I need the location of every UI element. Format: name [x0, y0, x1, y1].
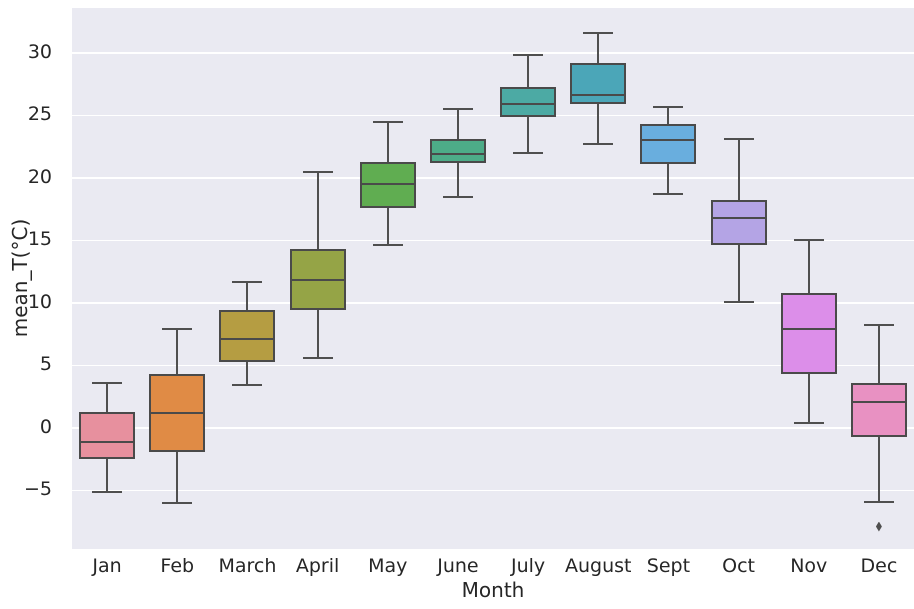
gridline: [72, 364, 914, 367]
x-tick-label: May: [368, 555, 408, 577]
median-line: [149, 411, 206, 414]
x-axis-tick-labels: Jan Feb March April May June July August Sept Oct…: [72, 549, 914, 583]
outlier-point: [875, 521, 882, 532]
whisker-cap-bottom: [653, 193, 684, 196]
box: [780, 292, 837, 375]
whisker-cap-top: [583, 31, 614, 34]
gridline: [72, 302, 914, 304]
x-tick-label: Nov: [790, 555, 828, 577]
gridline: [72, 489, 914, 492]
x-axis-label: Month: [461, 578, 525, 602]
whisker-cap-bottom: [162, 501, 193, 504]
median-line: [289, 279, 346, 282]
box: [710, 200, 767, 246]
whisker-cap-top: [302, 170, 333, 173]
whisker-cap-top: [513, 54, 544, 57]
x-tick-label: March: [218, 555, 277, 577]
box: [640, 124, 697, 165]
whisker-cap-bottom: [863, 500, 894, 503]
box: [429, 139, 486, 163]
y-axis-label: mean_T(°C): [8, 218, 32, 338]
gridline: [72, 114, 914, 117]
whisker-cap-bottom: [723, 300, 754, 303]
x-tick-label: Dec: [860, 555, 898, 577]
box: [570, 62, 627, 105]
median-line: [429, 153, 486, 156]
whisker-cap-top: [372, 120, 403, 123]
x-tick-label: July: [510, 555, 546, 577]
box: [79, 411, 136, 460]
x-tick-label: Feb: [160, 555, 195, 577]
whisker-cap-bottom: [442, 195, 473, 198]
box: [219, 310, 276, 362]
whisker-cap-top: [863, 324, 894, 327]
y-tick-label: 20: [27, 166, 52, 189]
whisker-cap-bottom: [92, 490, 123, 493]
y-tick-label: 30: [27, 41, 52, 64]
x-tick-label: Sept: [646, 555, 691, 577]
x-tick-label: Jan: [92, 555, 122, 577]
y-axis-tick-labels: −5 0 5 10 15 20 25 30: [0, 8, 62, 549]
median-line: [570, 94, 627, 97]
median-line: [780, 328, 837, 331]
whisker-cap-top: [92, 381, 123, 384]
whisker-cap-bottom: [302, 356, 333, 359]
x-tick-label: Oct: [722, 555, 756, 577]
x-tick-label: April: [295, 555, 340, 577]
whisker-cap-top: [653, 105, 684, 108]
whisker-cap-bottom: [583, 143, 614, 146]
gridline: [72, 239, 914, 242]
whisker-cap-bottom: [232, 384, 263, 387]
x-tick-label: June: [437, 555, 479, 577]
whisker-cap-top: [793, 239, 824, 242]
y-tick-label: 10: [27, 290, 52, 313]
whisker-cap-top: [723, 138, 754, 141]
x-tick-label: August: [565, 555, 632, 577]
whisker-cap-top: [162, 328, 193, 331]
y-tick-label: 15: [27, 228, 52, 251]
median-line: [219, 338, 276, 341]
y-tick-label: −5: [23, 478, 52, 501]
whisker-cap-top: [232, 280, 263, 283]
y-tick-label: 5: [39, 353, 52, 376]
median-line: [79, 440, 136, 443]
y-tick-label: 25: [27, 103, 52, 126]
whisker-cap-bottom: [793, 421, 824, 424]
box: [500, 86, 557, 117]
median-line: [710, 216, 767, 219]
y-tick-label: 0: [39, 415, 52, 438]
gridline: [72, 427, 914, 429]
median-line: [500, 103, 557, 106]
whisker-cap-bottom: [372, 244, 403, 247]
box: [850, 382, 907, 437]
median-line: [359, 183, 416, 186]
whisker-cap-top: [442, 108, 473, 111]
median-line: [850, 400, 907, 403]
whisker-cap-bottom: [513, 151, 544, 154]
gridline: [72, 177, 914, 179]
gridline: [72, 52, 914, 54]
plot-area: [72, 8, 914, 549]
median-line: [640, 139, 697, 142]
